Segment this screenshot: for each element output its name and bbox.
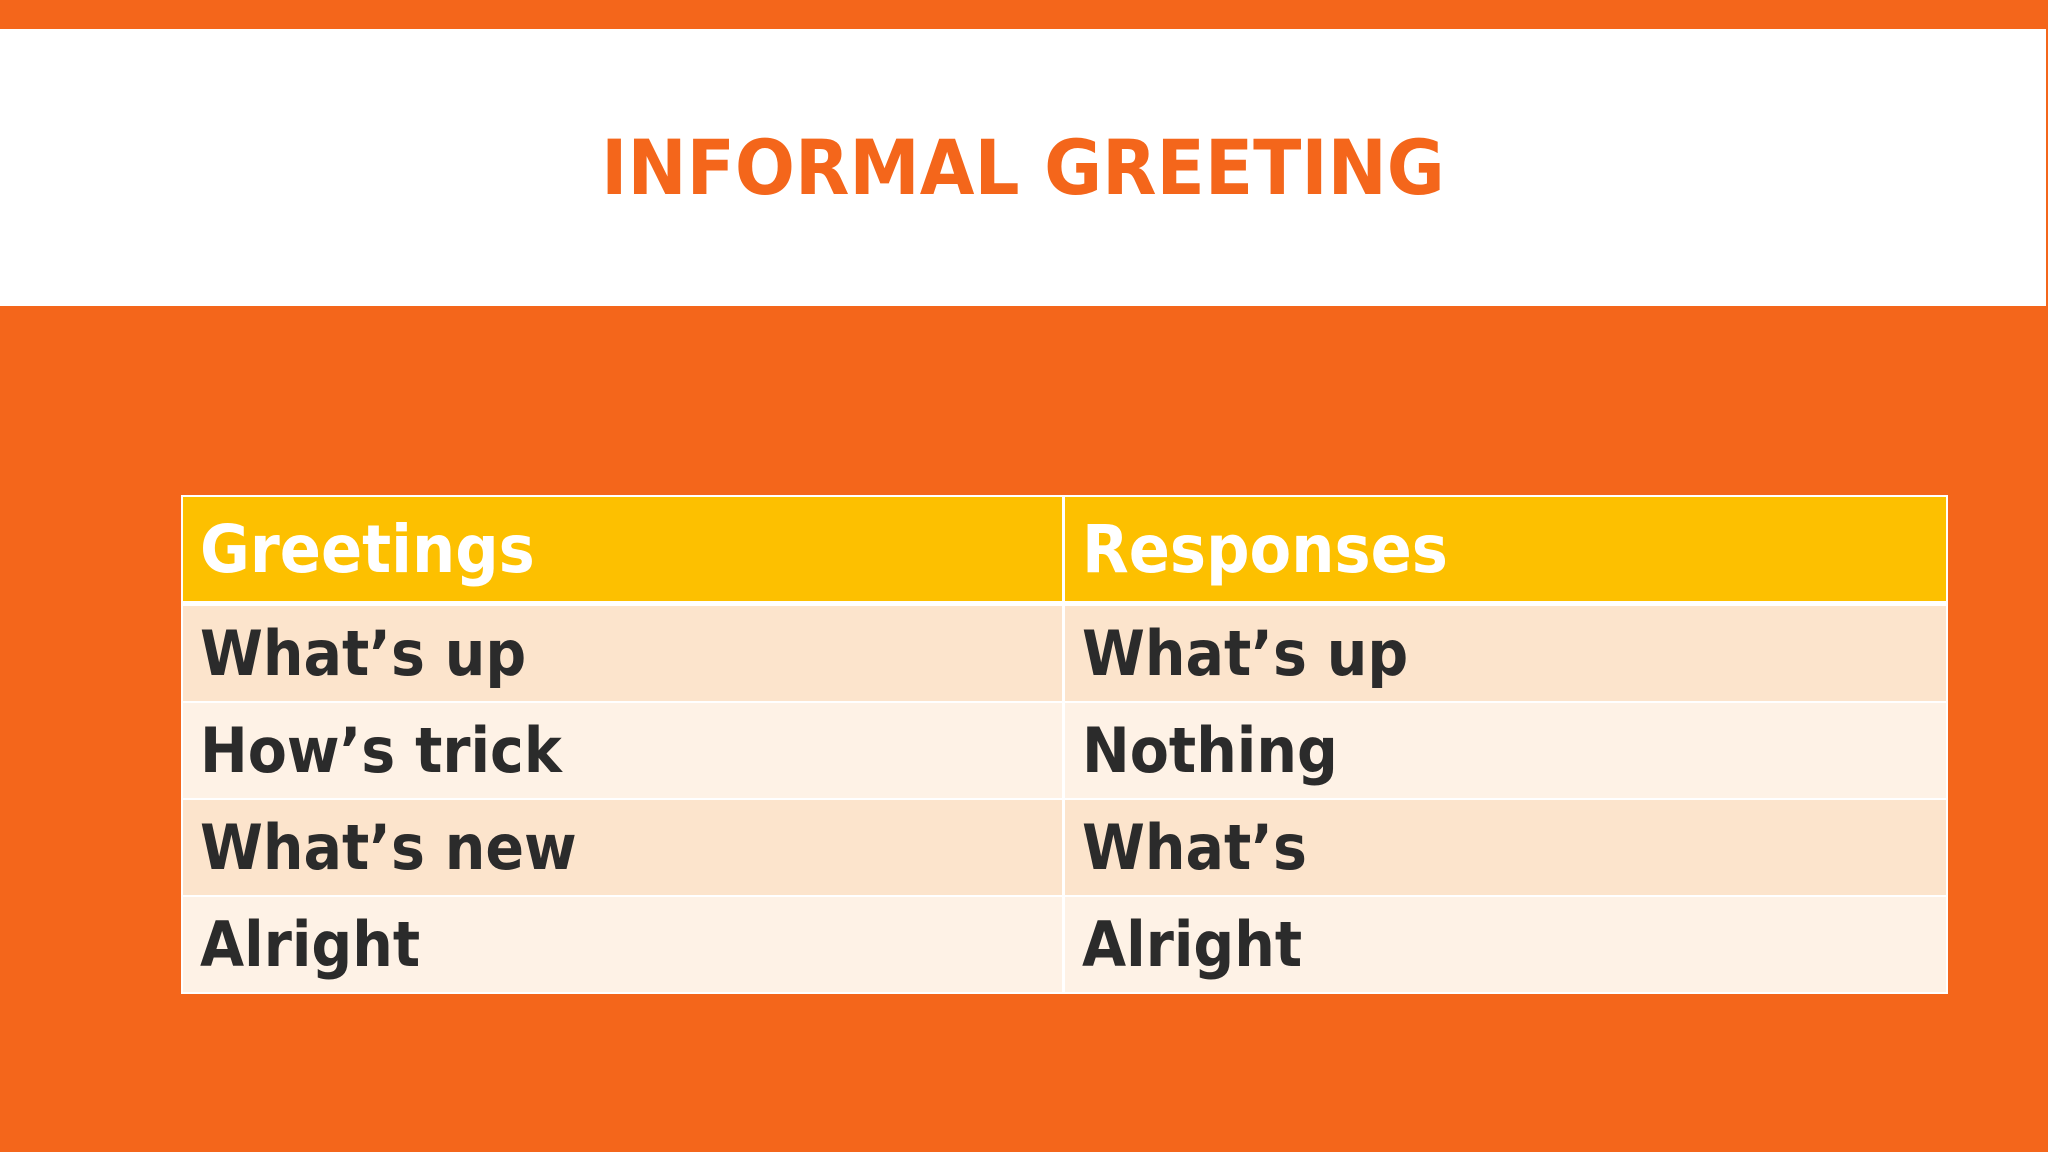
cell-text: What’s up: [1081, 617, 1408, 690]
cell-text: What’s: [1081, 811, 1307, 884]
cell-text: What’s up: [200, 617, 527, 690]
table-row: How’s trick Nothing: [183, 703, 1946, 800]
column-header-responses: Responses: [1064, 497, 1946, 606]
column-header-label: Responses: [1081, 510, 1448, 588]
greeting-cell: What’s up: [183, 606, 1065, 703]
slide-title: INFORMAL GREETING: [601, 123, 1445, 212]
response-cell: What’s up: [1064, 606, 1946, 703]
title-band: INFORMAL GREETING: [0, 29, 2046, 306]
table-row: What’s new What’s: [183, 800, 1946, 897]
cell-text: Alright: [1081, 908, 1302, 981]
table-row: Alright Alright: [183, 897, 1946, 992]
response-cell: Alright: [1064, 897, 1946, 992]
cell-text: Nothing: [1081, 714, 1338, 787]
greeting-cell: How’s trick: [183, 703, 1065, 800]
column-header-label: Greetings: [200, 510, 535, 588]
greetings-table: Greetings Responses What’s up What’s up …: [183, 497, 1946, 992]
cell-text: What’s new: [200, 811, 577, 884]
greeting-cell: Alright: [183, 897, 1065, 992]
column-header-greetings: Greetings: [183, 497, 1065, 606]
table-row: What’s up What’s up: [183, 606, 1946, 703]
greetings-table-frame: Greetings Responses What’s up What’s up …: [181, 495, 1948, 994]
response-cell: Nothing: [1064, 703, 1946, 800]
cell-text: How’s trick: [200, 714, 562, 787]
table-header-row: Greetings Responses: [183, 497, 1946, 606]
cell-text: Alright: [200, 908, 421, 981]
response-cell: What’s: [1064, 800, 1946, 897]
greeting-cell: What’s new: [183, 800, 1065, 897]
